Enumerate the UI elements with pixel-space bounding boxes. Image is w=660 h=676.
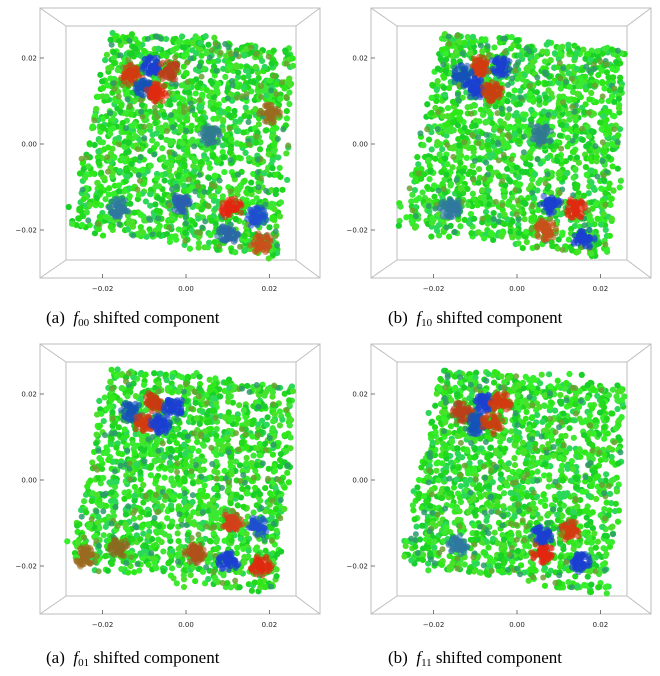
feature-blob [479,79,506,105]
feature-blob [214,221,242,245]
y-tick-label: 0.02 [21,55,37,63]
feature-blob [533,217,560,243]
y-tick-label: −0.02 [347,563,368,571]
feature-blob [118,62,146,88]
feature-blob [214,548,242,573]
y-tick-label: −0.02 [16,227,37,235]
feature-blob [449,399,477,425]
x-tick-label: 0.00 [178,285,194,293]
feature-blob [536,192,565,217]
point-cloud [401,367,628,597]
caption-subscript: 00 [78,317,90,329]
feature-blob [147,411,173,437]
x-tick-label: −0.02 [92,285,113,293]
feature-blob [160,396,185,418]
bounding-box [39,343,321,615]
x-tick-label: 0.00 [509,621,525,629]
feature-blob [218,195,245,221]
plot-3d-box: 0.02 0.00 −0.02 −0.02 0.00 0.02 [16,343,321,629]
point-cloud [64,366,297,595]
feature-blob [529,122,555,149]
y-tick-label: 0.02 [352,55,368,63]
plot-3d-box: 0.02 0.00 −0.02 −0.02 0.00 0.02 [347,7,652,293]
feature-blob [132,77,158,101]
caption-label: (b) [388,648,408,667]
feature-blob [143,80,170,105]
caption-text: shifted component [93,648,220,667]
caption-symbol: f [416,308,422,327]
feature-blob [445,532,471,558]
panel-2: 0.02 0.00 −0.02 −0.02 0.00 0.02 [335,6,653,296]
subfigure-caption: (a) f00 shifted component [46,308,219,329]
feature-blob [570,226,598,251]
feature-blob [568,550,593,576]
x-tick-label: 0.00 [509,285,525,293]
caption-label: (a) [46,308,65,327]
bounding-box [370,7,652,279]
feature-blob [197,122,224,148]
feature-blob [247,553,275,579]
caption-symbol: f [73,308,79,327]
x-tick-label: 0.02 [593,285,609,293]
caption-symbol: f [73,648,79,667]
x-tick-label: 0.02 [593,621,609,629]
panel-4: 0.02 0.00 −0.02 −0.02 0.00 0.02 [335,342,653,632]
feature-blob [479,411,506,438]
caption-text: shifted component [435,648,562,667]
subfigure-caption: (b) f11 shifted component [388,648,562,669]
caption-label: (a) [46,648,65,667]
x-tick-label: −0.02 [423,285,444,293]
feature-blob [528,541,555,566]
feature-blob [171,192,193,216]
caption-subscript: 01 [78,657,90,669]
caption-label: (b) [388,308,408,327]
panel-3: 0.02 0.00 −0.02 −0.02 0.00 0.02 [4,342,322,632]
point-cloud [65,29,297,262]
y-tick-label: 0.00 [352,477,368,485]
caption-subscript: 10 [421,317,433,329]
plot-3d-box: 0.02 0.00 −0.02 −0.02 0.00 0.02 [16,7,321,293]
plot-3d-box: 0.02 0.00 −0.02 −0.02 0.00 0.02 [347,343,652,629]
feature-blob [563,196,589,221]
feature-blob [246,514,270,539]
feature-blob [256,101,284,126]
subfigure-caption: (b) f10 shifted component [388,308,562,329]
feature-blob [558,518,582,543]
feature-blob [73,543,100,570]
x-tick-label: −0.02 [92,621,113,629]
feature-blob [143,389,166,415]
feature-blob [436,196,464,221]
feature-blob [487,389,514,413]
y-tick-label: −0.02 [347,227,368,235]
bounding-box [370,343,652,615]
feature-blob [220,511,246,533]
bounding-box [39,7,321,279]
feature-blob [244,204,270,229]
x-tick-label: 0.00 [178,621,194,629]
x-tick-label: 0.02 [262,621,278,629]
caption-symbol: f [416,648,422,667]
y-tick-label: −0.02 [16,563,37,571]
feature-blob [247,230,274,256]
feature-blob [489,54,513,79]
y-tick-label: 0.00 [352,141,368,149]
x-tick-label: −0.02 [423,621,444,629]
feature-blob [106,536,131,560]
caption-subscript: 11 [421,657,432,669]
feature-blob [105,195,132,221]
y-tick-label: 0.02 [21,391,37,399]
y-tick-label: 0.00 [21,141,37,149]
feature-blob [469,53,493,80]
caption-text: shifted component [436,308,563,327]
caption-text: shifted component [93,308,220,327]
y-tick-label: 0.02 [352,391,368,399]
point-cloud [395,30,628,260]
subfigure-caption: (a) f01 shifted component [46,648,219,669]
feature-blob [156,58,181,83]
panel-1: 0.02 0.00 −0.02 −0.02 0.00 0.02 [4,6,322,296]
x-tick-label: 0.02 [262,285,278,293]
feature-blob [181,541,208,567]
y-tick-label: 0.00 [21,477,37,485]
